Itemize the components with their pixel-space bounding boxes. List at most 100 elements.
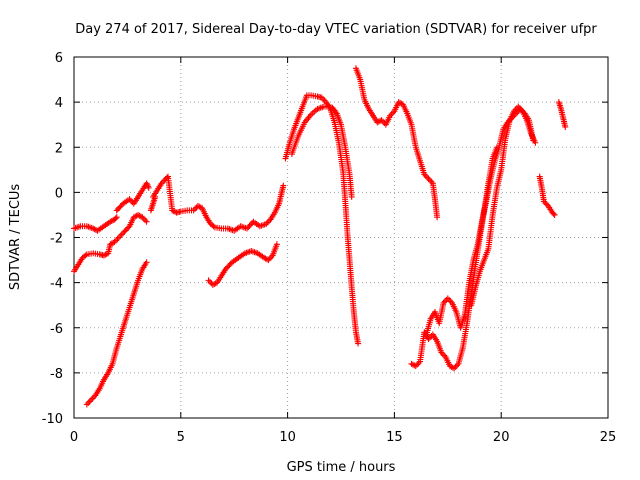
- data-point: [118, 231, 125, 238]
- data-point: [452, 363, 459, 370]
- data-point: [377, 117, 384, 124]
- data-point: [117, 203, 124, 210]
- data-point: [246, 222, 253, 229]
- x-tick-labels: 0 5 10 15 20 25: [70, 430, 616, 445]
- data-point: [85, 399, 92, 406]
- data-point: [116, 204, 123, 211]
- x-axis-title: GPS time / hours: [287, 460, 396, 475]
- data-point: [551, 211, 558, 218]
- data-point: [414, 361, 421, 368]
- data-point: [225, 263, 232, 270]
- data-point: [120, 229, 127, 236]
- series-arc-1: [71, 214, 120, 234]
- data-point: [266, 255, 273, 262]
- data-point: [114, 236, 121, 243]
- data-point: [424, 174, 431, 181]
- series-arc-7: [205, 241, 280, 288]
- series-arc-13: [468, 103, 539, 309]
- data-point: [113, 214, 120, 221]
- data-point: [113, 207, 120, 214]
- x-tick-label: 10: [279, 430, 296, 445]
- data-point: [136, 212, 143, 219]
- data-point: [425, 175, 432, 182]
- data-point: [411, 362, 418, 369]
- data-point: [125, 224, 132, 231]
- series-arc-9: [288, 103, 355, 200]
- x-tick-label: 15: [386, 430, 403, 445]
- data-point: [245, 224, 252, 231]
- data-point: [562, 123, 569, 130]
- data-point: [145, 184, 152, 191]
- y-tick-label: 2: [55, 141, 63, 156]
- data-point: [223, 264, 230, 271]
- data-point: [143, 259, 150, 266]
- data-point: [143, 218, 150, 225]
- data-point: [163, 174, 170, 181]
- data-point: [532, 139, 539, 146]
- data-point: [280, 182, 287, 189]
- series-arc-6: [147, 193, 159, 214]
- x-tick-label: 5: [177, 430, 185, 445]
- data-point: [247, 221, 254, 228]
- y-tick-label: -10: [42, 412, 63, 427]
- data-point: [142, 217, 149, 224]
- series-arc-12: [423, 105, 537, 338]
- data-point: [112, 215, 119, 222]
- data-point: [82, 252, 89, 259]
- series-arc-2: [71, 211, 150, 275]
- data-point: [434, 214, 441, 221]
- y-tick-label: -6: [50, 322, 63, 337]
- y-tick-label: -8: [50, 367, 63, 382]
- data-point: [449, 364, 456, 371]
- data-point: [152, 193, 159, 200]
- data-point: [222, 266, 229, 273]
- data-point: [83, 401, 90, 408]
- data-point: [121, 228, 128, 235]
- y-axis-title: SDTVAR / TECUs: [8, 184, 23, 291]
- x-tick-label: 20: [493, 430, 510, 445]
- data-point: [355, 340, 362, 347]
- y-tick-label: -4: [50, 277, 63, 292]
- data-point: [244, 225, 251, 232]
- data-point: [550, 210, 557, 217]
- y-tick-label: 6: [55, 51, 63, 66]
- y-tick-label: -2: [50, 232, 63, 247]
- data-point: [318, 94, 325, 101]
- grid: [74, 57, 608, 418]
- series-arc-15: [555, 99, 569, 130]
- series-arc-3: [113, 180, 152, 214]
- data-point: [380, 118, 387, 125]
- y-tick-label: 4: [55, 96, 63, 111]
- data-point: [427, 177, 433, 184]
- data-point: [273, 241, 280, 248]
- data-point: [348, 193, 355, 200]
- data-point: [123, 225, 130, 232]
- data-marks: [71, 65, 569, 408]
- series-arc-8: [282, 92, 362, 347]
- data-point: [102, 251, 109, 258]
- data-point: [88, 396, 95, 403]
- x-tick-label: 25: [600, 430, 617, 445]
- data-point: [117, 232, 124, 239]
- series-arc-10: [352, 65, 441, 221]
- series-arc-14: [536, 173, 558, 218]
- data-point: [210, 223, 217, 230]
- series-arc-5: [83, 259, 150, 408]
- data-point: [263, 256, 270, 263]
- data-point: [226, 262, 233, 269]
- y-tick-label: 0: [55, 186, 63, 201]
- chart-title: Day 274 of 2017, Sidereal Day-to-day VTE…: [75, 22, 597, 37]
- data-point: [332, 108, 339, 115]
- data-point: [115, 206, 122, 213]
- y-tick-labels: -10 -8 -6 -4 -2 0 2 4 6: [42, 51, 63, 427]
- data-point: [115, 234, 122, 241]
- data-point: [446, 296, 453, 303]
- data-point: [122, 227, 129, 234]
- series-arc-4: [150, 173, 287, 234]
- axis-ticks: [73, 56, 609, 419]
- x-tick-label: 0: [70, 430, 78, 445]
- data-point: [86, 398, 93, 405]
- data-point: [444, 295, 451, 302]
- data-point: [89, 395, 96, 402]
